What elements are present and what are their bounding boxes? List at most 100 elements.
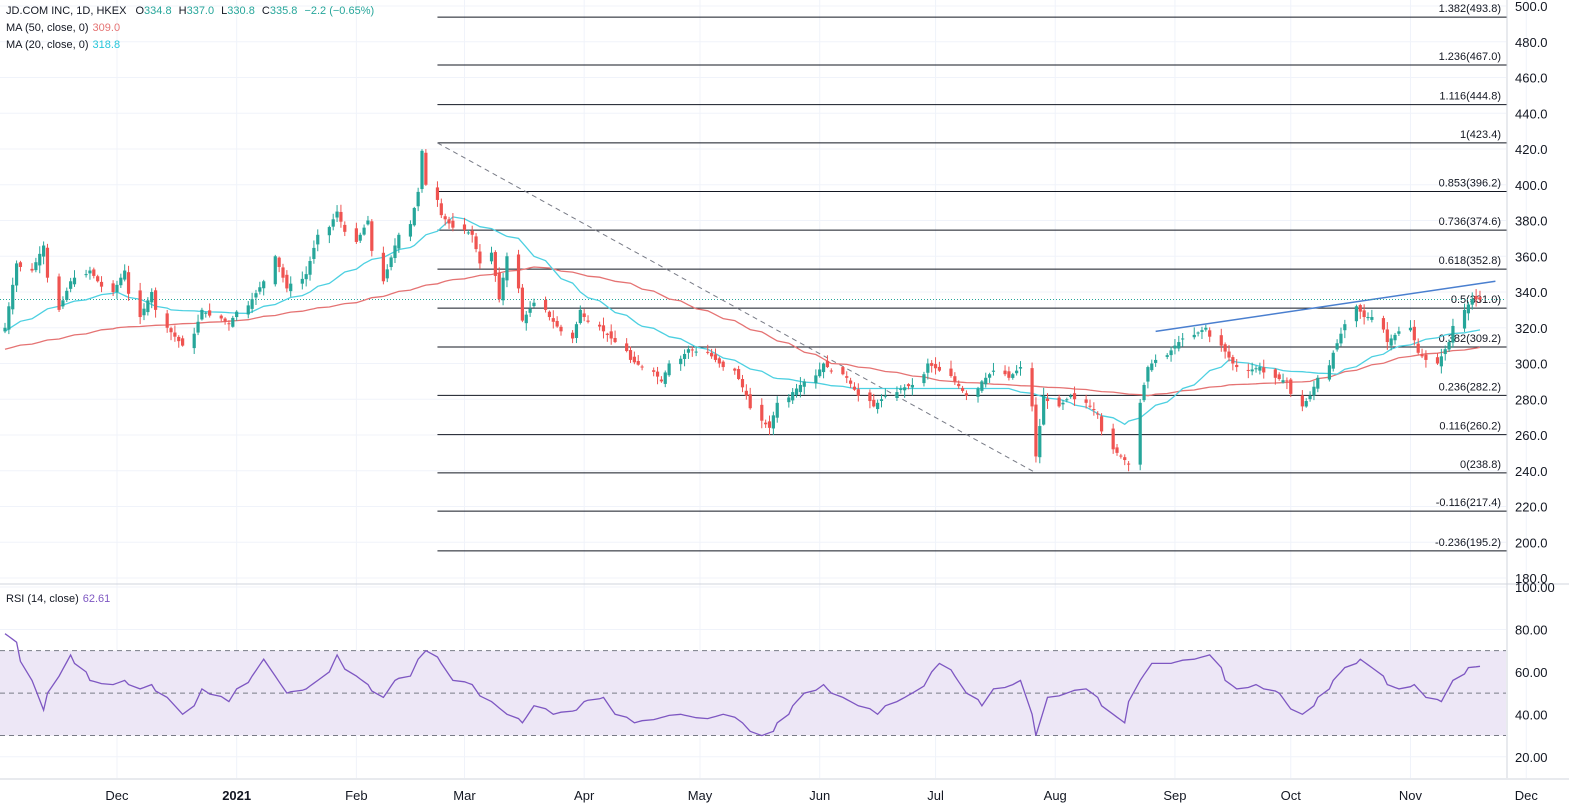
candle-body <box>173 332 177 337</box>
ma50-label[interactable]: MA (50, close, 0) <box>6 22 89 34</box>
candle-body <box>528 308 532 313</box>
fibonacci-levels[interactable]: 1.382(493.8) 1.236(467.0) 1.116(444.8) 1(42… <box>0 3 1507 552</box>
price-tick-label: 360.0 <box>1515 249 1548 264</box>
candle-body <box>169 328 173 333</box>
open-label: O <box>135 5 145 17</box>
candle-body <box>520 287 524 321</box>
candle-body <box>289 283 293 292</box>
candle-body <box>489 252 494 262</box>
candle-body <box>1308 395 1312 400</box>
candle-body <box>250 299 254 309</box>
candle-body <box>1072 393 1077 400</box>
high-value: 337.0 <box>186 5 215 17</box>
candle-body <box>1381 318 1386 330</box>
candle-body <box>706 351 710 353</box>
price-tick-label: 380.0 <box>1515 214 1548 229</box>
fib-level-label: 0.116(260.2) <box>1439 421 1501 433</box>
ma20-label[interactable]: MA (20, close, 0) <box>6 39 89 51</box>
candle-body <box>1327 365 1331 380</box>
fib-level-label: 1(423.4) <box>1460 129 1501 141</box>
candle-body <box>1096 413 1100 415</box>
candle-body <box>18 262 23 267</box>
candle-body <box>748 394 752 409</box>
candle-body <box>818 369 822 377</box>
candle-body <box>1354 306 1359 322</box>
candle-body <box>281 267 285 278</box>
candle-body <box>1443 349 1447 355</box>
candle-body <box>1304 401 1308 407</box>
high-label: H <box>178 5 187 17</box>
candle-body <box>775 402 779 418</box>
candle-body <box>879 399 884 401</box>
candle-body <box>65 290 69 301</box>
rsi-legend: RSI (14, close) 62.61 <box>6 591 110 608</box>
candle-body <box>1416 343 1420 353</box>
candle-body <box>559 326 563 332</box>
candle-body <box>408 224 413 237</box>
candle-body <box>1088 405 1092 407</box>
resistance-trend-line <box>1155 280 1496 333</box>
candle-body <box>1397 331 1401 334</box>
candle-body <box>96 276 100 282</box>
candle-body <box>1227 351 1231 358</box>
rsi-label[interactable]: RSI (14, close) <box>6 593 79 605</box>
ma20-row: MA (20, close, 0) 318.8 <box>6 37 374 54</box>
candle-body <box>655 371 660 377</box>
candle-body <box>848 380 853 384</box>
symbol-title[interactable]: JD.COM INC, 1D, HKEX <box>6 5 127 17</box>
rsi-tick-label: 80.00 <box>1515 622 1548 637</box>
candle-body <box>524 314 528 324</box>
candle-body <box>586 320 590 322</box>
candle-body <box>1258 367 1262 371</box>
time-tick-label: 2021 <box>222 788 251 803</box>
candle-body <box>192 333 196 349</box>
candle-body <box>424 152 428 185</box>
candle-body <box>204 312 208 314</box>
candle-body <box>1385 329 1389 343</box>
candle-body <box>14 263 19 286</box>
candle-body <box>829 370 833 372</box>
candle-body <box>690 349 694 351</box>
candle-body <box>435 187 440 200</box>
candle-body <box>791 392 795 401</box>
price-tick-label: 400.0 <box>1515 178 1548 193</box>
candle-body <box>1262 367 1266 373</box>
candle-body <box>555 320 559 327</box>
candle-body <box>1424 354 1428 360</box>
time-tick-label: Dec <box>1515 788 1539 803</box>
candle-body <box>300 278 304 284</box>
candle-body <box>273 256 277 285</box>
rsi-tick-label: 100.00 <box>1515 580 1555 595</box>
price-tick-label: 500.0 <box>1515 0 1548 14</box>
candle-body <box>1478 297 1482 300</box>
candle-body <box>1231 357 1235 364</box>
candle-body <box>852 386 857 390</box>
candle-body <box>231 317 235 327</box>
candle-body <box>856 389 860 396</box>
candle-body <box>1030 368 1034 407</box>
price-tick-label: 260.0 <box>1515 428 1548 443</box>
candle-body <box>574 324 579 338</box>
candle-body <box>200 309 204 320</box>
candle-body <box>501 277 505 301</box>
fib-level-label: -0.236(195.2) <box>1435 537 1501 549</box>
candle-body <box>1447 342 1451 350</box>
candle-body <box>1111 428 1115 450</box>
candle-body <box>493 252 497 276</box>
fib-level-label: 0.736(374.6) <box>1439 216 1501 228</box>
candle-body <box>625 343 629 351</box>
candle-body <box>1011 374 1015 378</box>
rsi-series <box>4 633 1481 737</box>
candle-body <box>1196 332 1200 334</box>
candle-body <box>146 300 150 313</box>
candle-body <box>903 387 907 391</box>
candle-body <box>663 372 667 384</box>
candle-body <box>709 352 714 357</box>
rsi-tick-label: 40.00 <box>1515 707 1548 722</box>
candle-body <box>1366 317 1370 319</box>
candle-body <box>841 367 845 375</box>
candle-body <box>964 393 969 396</box>
candlesticks <box>3 149 1482 472</box>
candle-body <box>1393 334 1397 341</box>
